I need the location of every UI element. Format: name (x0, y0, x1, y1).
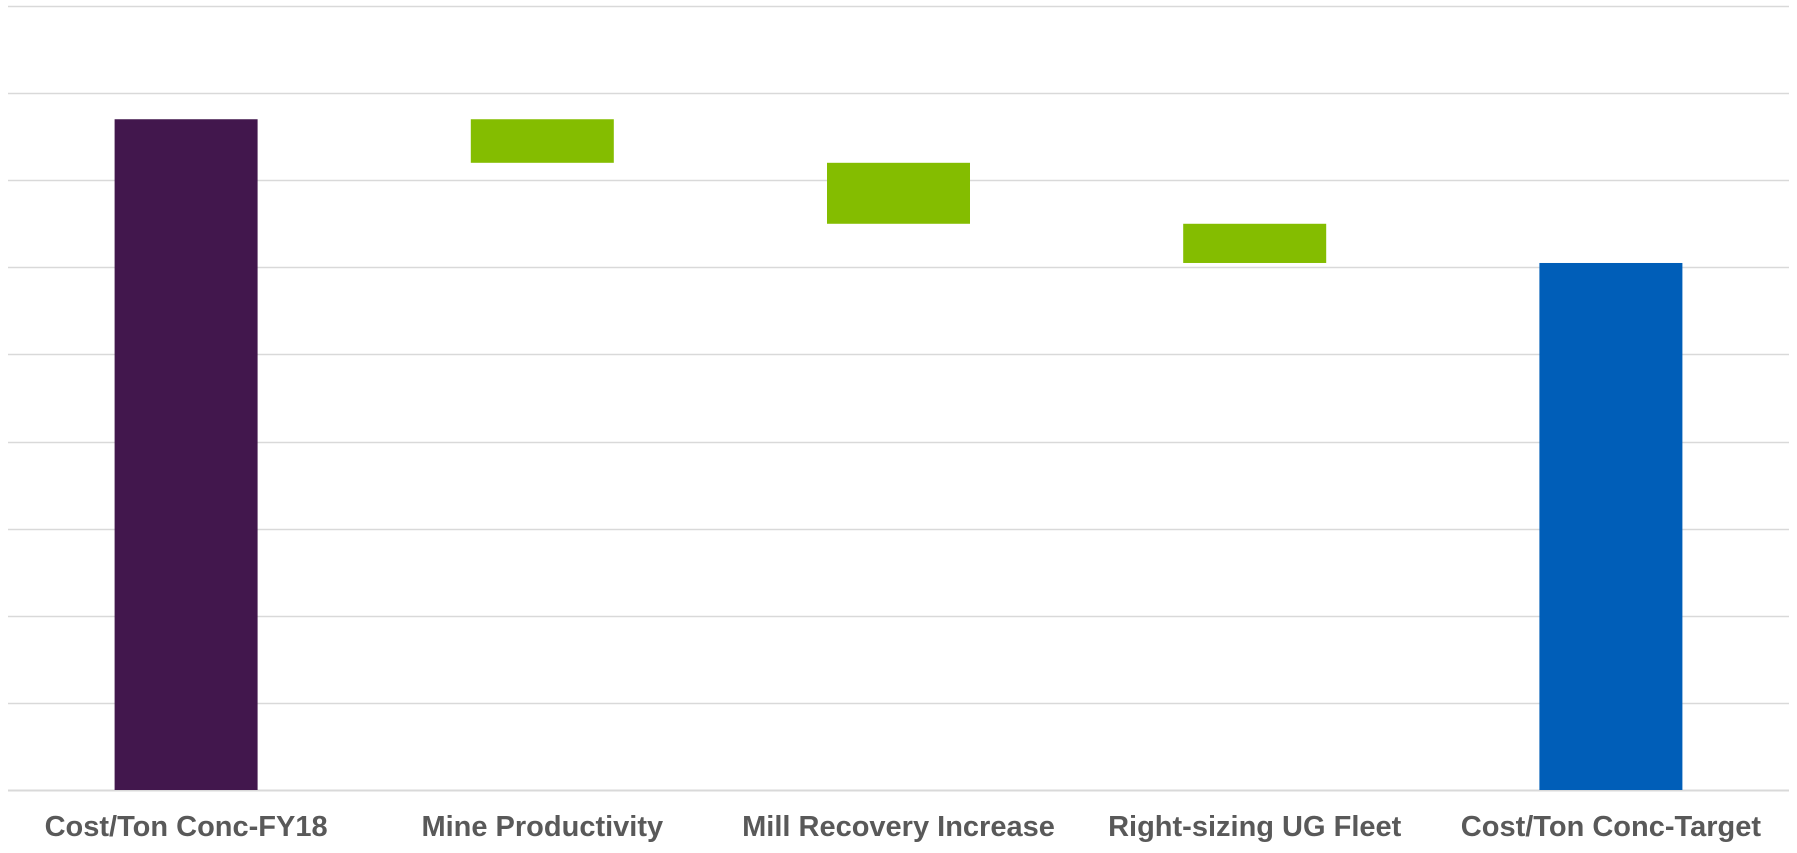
category-label: Right-sizing UG Fleet (1108, 811, 1402, 843)
bar-total-4 (1539, 262, 1683, 790)
gridlines (8, 5, 1789, 792)
category-labels: Cost/Ton Conc-FY18 Mine Productivity Mill … (45, 811, 1762, 843)
category-label: Cost/Ton Conc-FY18 (45, 811, 328, 843)
category-label: Cost/Ton Conc-Target (1461, 811, 1762, 843)
bar-decrease-1 (470, 119, 614, 163)
category-label: Mine Productivity (421, 811, 663, 843)
bar-decrease-2 (827, 162, 970, 224)
category-label: Mill Recovery Increase (742, 811, 1055, 843)
bars (114, 119, 1683, 790)
bar-decrease-3 (1183, 223, 1327, 263)
bar-total-0 (114, 119, 258, 790)
